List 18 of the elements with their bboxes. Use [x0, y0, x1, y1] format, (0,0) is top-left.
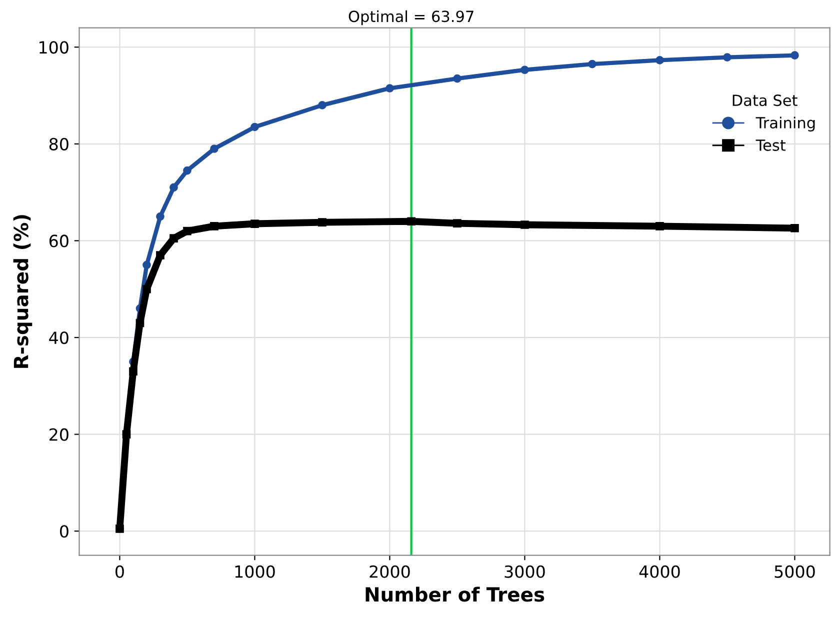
y-tick-label: 100: [40, 41, 68, 54]
legend-title: Data Set: [732, 94, 798, 106]
y-tick-label: 0: [60, 525, 68, 538]
x-tick-label: 3000: [504, 565, 545, 578]
y-tick-label: 80: [49, 138, 68, 150]
x-tick-label: 2000: [370, 565, 410, 578]
y-tick-label: 20: [50, 428, 68, 441]
x-tick-label: 4000: [639, 565, 680, 578]
text: Optimal = 63.97: [348, 10, 474, 26]
legend-label: Test: [756, 140, 786, 151]
x-tick-label: 1000: [235, 565, 275, 578]
x-axis-title: Number of Trees: [366, 586, 544, 602]
legend-label: Training: [756, 116, 815, 132]
y-tick-label: 60: [49, 234, 68, 248]
x-tick-label: 0: [116, 565, 124, 578]
x-tick-label: 5000: [774, 565, 815, 578]
y-tick-label: 40: [49, 331, 68, 344]
y-axis-title: R-squared (%): [13, 215, 32, 368]
